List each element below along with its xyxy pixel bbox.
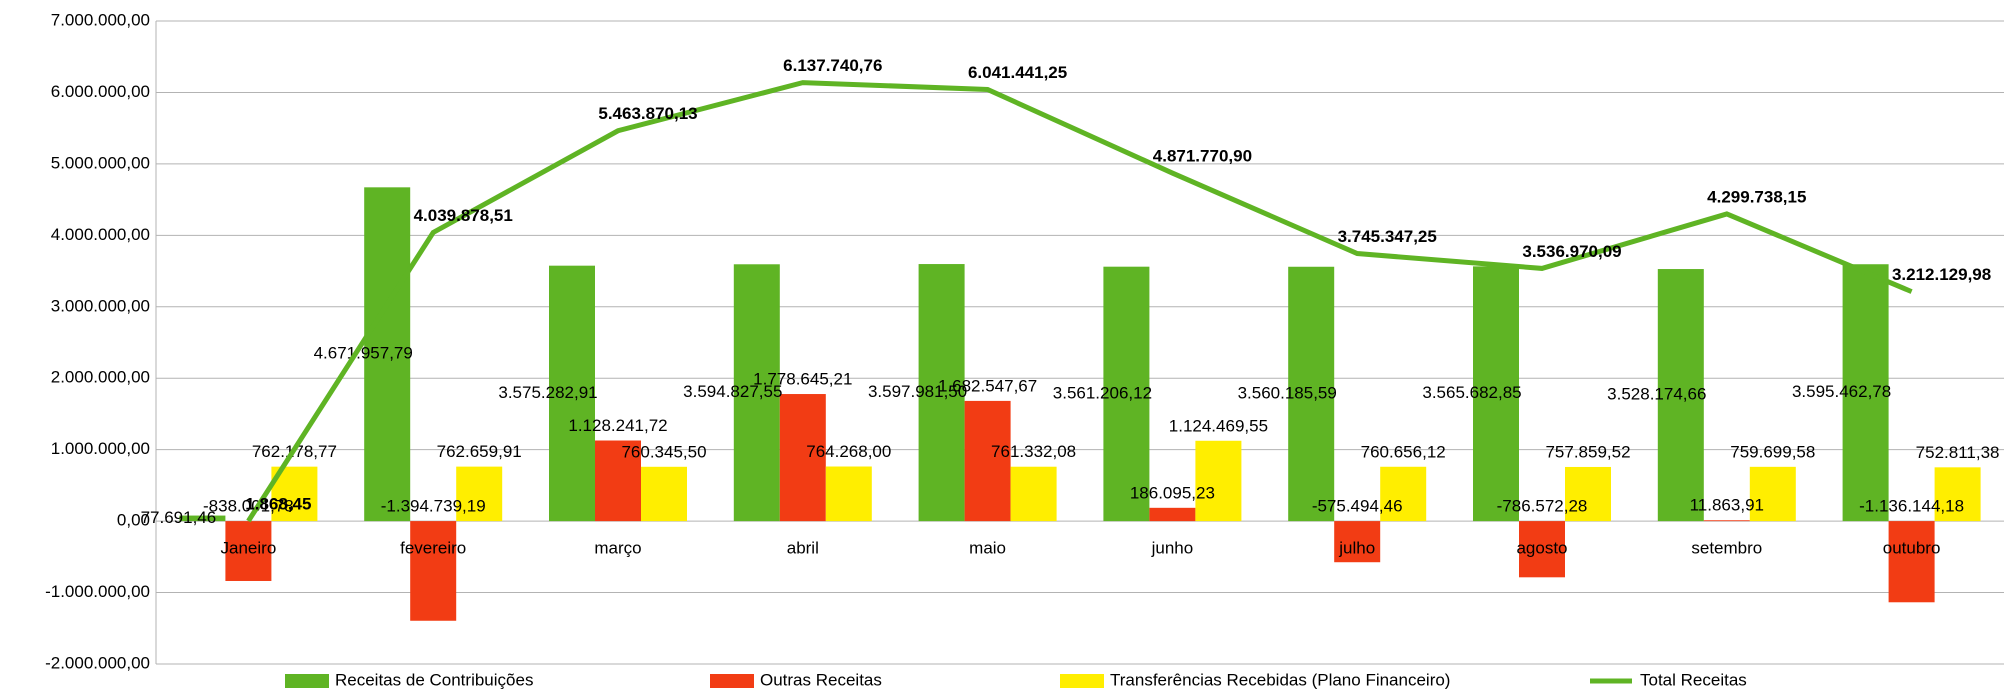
bar — [1103, 266, 1150, 522]
x-tick-label: maio — [969, 539, 1006, 558]
x-tick-label: setembro — [1691, 539, 1762, 558]
value-label: 4.299.738,15 — [1707, 187, 1806, 206]
y-tick-label: 3.000.000,00 — [51, 296, 150, 315]
x-tick-label: março — [594, 539, 641, 558]
value-label: 5.463.870,13 — [598, 104, 697, 123]
y-tick-label: 7.000.000,00 — [51, 10, 150, 29]
bar — [225, 521, 272, 581]
value-label: 1.682.547,67 — [938, 376, 1037, 395]
line — [246, 80, 1913, 523]
value-label: 4.039.878,51 — [414, 206, 513, 225]
value-label: 11.863,91 — [1690, 496, 1764, 515]
bar — [179, 515, 226, 522]
x-tick-label: julho — [1338, 539, 1375, 558]
value-label: 757.859,52 — [1545, 442, 1630, 461]
value-label: 3.594.827,55 — [683, 382, 782, 401]
legend-swatch — [710, 674, 754, 688]
value-label: 3.536.970,09 — [1522, 242, 1621, 261]
value-label: 1.778.645,21 — [753, 370, 852, 389]
bar — [1703, 520, 1750, 522]
value-label: 6.137.740,76 — [783, 56, 882, 75]
bar — [1149, 507, 1196, 522]
y-tick-label: 1.000.000,00 — [51, 439, 150, 458]
value-label: 3.597.981,50 — [868, 382, 967, 401]
value-label: 760.345,50 — [621, 442, 706, 461]
bar — [1288, 266, 1335, 522]
y-tick-label: 0,00 — [117, 511, 150, 530]
value-label: 760.656,12 — [1361, 442, 1446, 461]
bar — [1888, 521, 1935, 603]
y-tick-label: 6.000.000,00 — [51, 82, 150, 101]
value-label: 1.868,45 — [245, 494, 311, 513]
value-label: -1.136.144,18 — [1859, 497, 1964, 516]
value-label: 4.671.957,79 — [314, 344, 413, 363]
value-label: 3.528.174,66 — [1607, 385, 1706, 404]
bar — [779, 394, 826, 522]
legend-swatch — [1060, 674, 1104, 688]
bar — [549, 265, 595, 522]
bar — [1749, 466, 1796, 522]
value-label: 3.212.129,98 — [1892, 265, 1991, 284]
value-label: 3.560.185,59 — [1238, 383, 1337, 402]
y-tick-label: -2.000.000,00 — [45, 653, 150, 672]
bar — [1195, 440, 1242, 522]
bar — [1657, 269, 1704, 522]
value-label: 764.268,00 — [806, 442, 891, 461]
value-label: -575.494,46 — [1312, 497, 1403, 516]
x-tick-label: outubro — [1883, 539, 1941, 558]
bar — [964, 400, 1011, 522]
x-tick-label: Janeiro — [221, 539, 277, 558]
y-tick-label: 2.000.000,00 — [51, 368, 150, 387]
value-label: 6.041.441,25 — [968, 63, 1067, 82]
bar — [1473, 266, 1519, 522]
bar — [595, 440, 641, 522]
value-label: 186.095,23 — [1130, 483, 1215, 502]
bar — [410, 521, 457, 621]
y-tick-label: -1.000.000,00 — [45, 582, 150, 601]
value-label: 1.124.469,55 — [1169, 416, 1268, 435]
value-label: -1.394.739,19 — [381, 497, 486, 516]
bar — [918, 264, 965, 522]
bar — [733, 264, 780, 522]
bar — [1334, 521, 1381, 563]
bar — [825, 466, 872, 522]
bar — [1010, 466, 1057, 522]
value-label: 77.691,46 — [141, 508, 217, 527]
bar — [1519, 521, 1565, 578]
legend-label: Total Receitas — [1640, 670, 1747, 689]
value-label: 761.332,08 — [991, 442, 1076, 461]
bar — [1380, 466, 1427, 522]
legend-swatch — [285, 674, 329, 688]
x-tick-label: fevereiro — [400, 539, 466, 558]
value-label: 3.595.462,78 — [1792, 382, 1891, 401]
value-label: 3.575.282,91 — [498, 383, 597, 402]
legend-label: Receitas de Contribuições — [335, 670, 533, 689]
x-tick-label: junho — [1151, 539, 1194, 558]
value-label: 3.565.682,85 — [1422, 383, 1521, 402]
bar — [1934, 467, 1981, 522]
value-label: -786.572,28 — [1497, 497, 1588, 516]
x-tick-label: abril — [787, 539, 819, 558]
value-label: 3.745.347,25 — [1338, 227, 1437, 246]
value-label: 4.871.770,90 — [1153, 147, 1252, 166]
value-label: -838.001,78 — [203, 497, 294, 516]
y-tick-label: 5.000.000,00 — [51, 153, 150, 172]
value-label: 759.699,58 — [1730, 442, 1815, 461]
bar — [364, 187, 411, 522]
x-tick-label: agosto — [1516, 539, 1567, 558]
y-tick-label: 4.000.000,00 — [51, 225, 150, 244]
bar — [1565, 466, 1611, 522]
bar — [1842, 264, 1889, 522]
value-label: 752.811,38 — [1916, 443, 2000, 462]
bar — [641, 466, 687, 522]
value-label: 1.128.241,72 — [568, 416, 667, 435]
bar — [456, 466, 503, 522]
value-label: 3.561.206,12 — [1053, 383, 1152, 402]
value-label: 762.659,91 — [437, 442, 522, 461]
legend-label: Outras Receitas — [760, 670, 882, 689]
legend-label: Transferências Recebidas (Plano Financei… — [1110, 670, 1450, 689]
